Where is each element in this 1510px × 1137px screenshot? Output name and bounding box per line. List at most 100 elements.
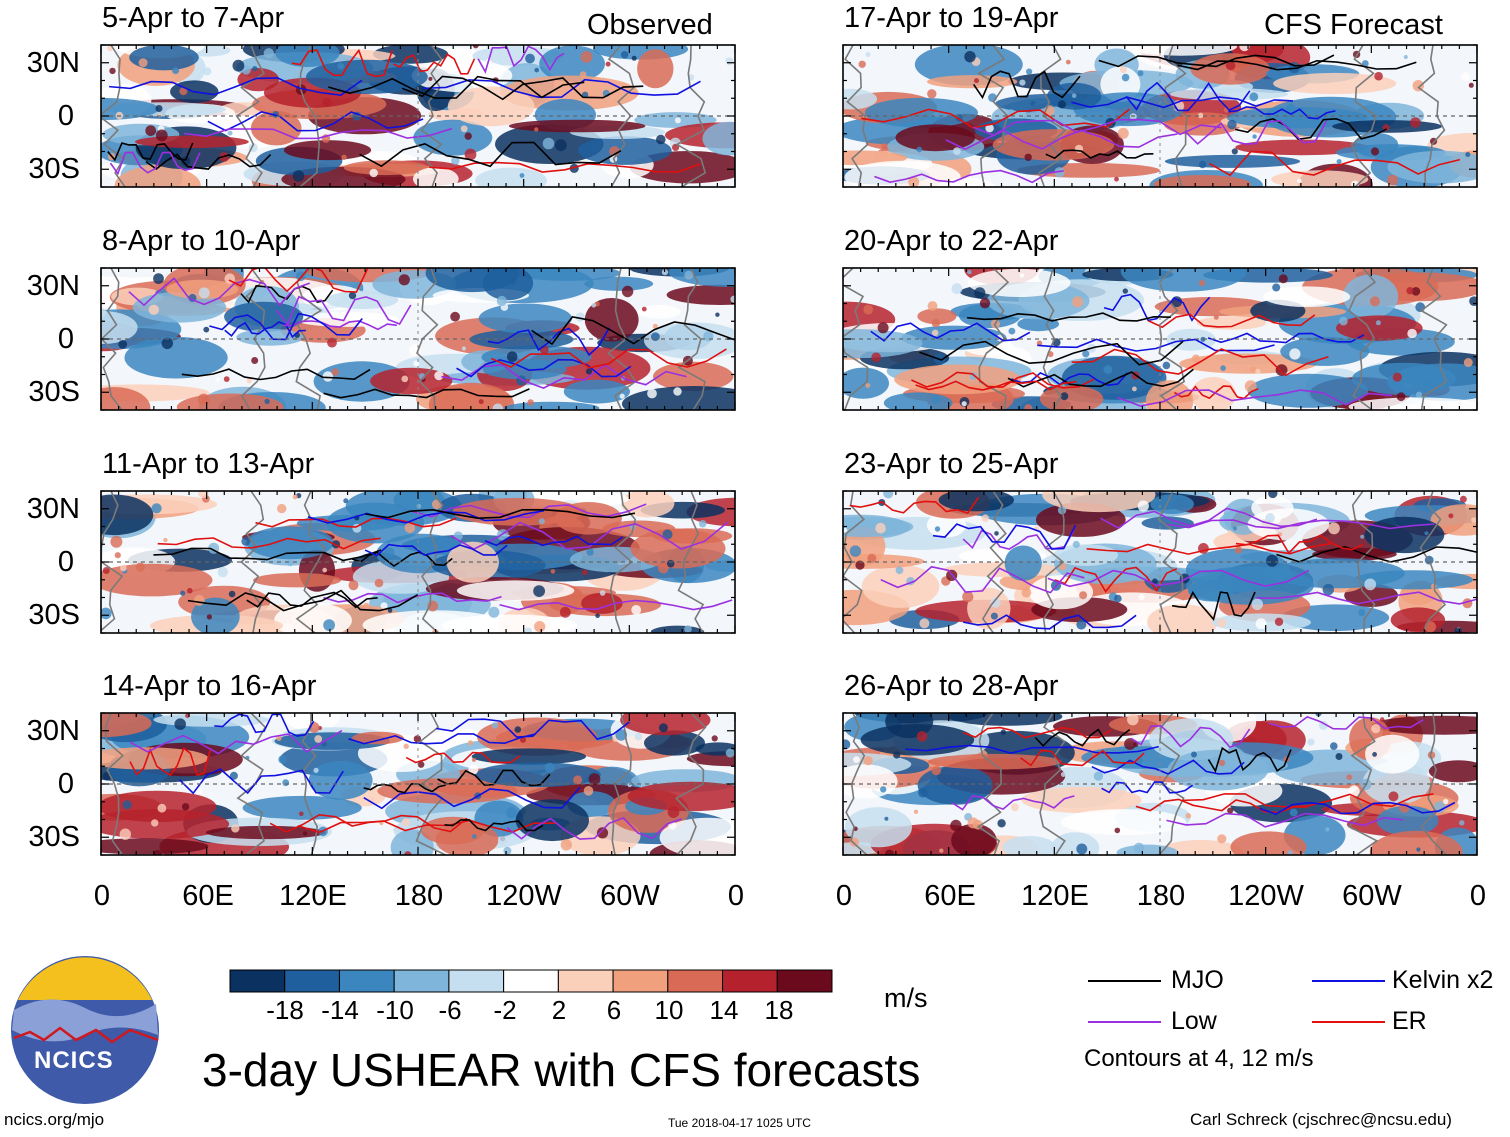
shading-blob <box>914 45 1023 86</box>
shading-blob <box>250 110 302 146</box>
contour-line <box>1268 716 1424 730</box>
colorbar-swatch-1 <box>284 969 340 993</box>
shading-blob <box>702 121 735 156</box>
contour-line <box>269 813 468 833</box>
shading-blob <box>283 140 372 161</box>
shading-blob <box>621 491 675 518</box>
shading-speck <box>875 522 886 534</box>
legend-label-er: ER <box>1392 1007 1427 1035</box>
shading-speck <box>523 627 533 633</box>
shading-blob <box>275 45 340 67</box>
panel-title-left-4: 14-Apr to 16-Apr <box>102 670 317 702</box>
shading-speck <box>1252 134 1257 139</box>
contour-line <box>246 591 378 609</box>
shading-blob <box>1247 508 1330 541</box>
shading-speck <box>322 567 327 573</box>
shading-speck <box>203 67 212 76</box>
shading-speck <box>151 503 162 514</box>
shading-speck <box>434 371 444 381</box>
shading-speck <box>416 504 422 509</box>
shading-blob <box>413 119 493 156</box>
shading-speck <box>467 740 474 746</box>
xtick-left-120w: 120W <box>486 880 562 912</box>
shading-speck <box>1371 724 1381 734</box>
contour-line <box>145 153 272 171</box>
shading-blob <box>114 165 201 187</box>
shading-speck <box>1138 594 1145 601</box>
shading-speck <box>468 764 479 775</box>
shading-speck <box>341 154 347 160</box>
shading-speck <box>950 819 962 832</box>
shading-speck <box>1255 368 1261 375</box>
shading-speck <box>348 580 359 591</box>
shading-speck <box>586 548 594 556</box>
shading-speck <box>1416 847 1421 852</box>
panel-frame-3 <box>100 490 736 634</box>
panel-frame-1 <box>100 44 736 188</box>
contour-line <box>363 786 581 810</box>
shading-speck <box>927 89 937 99</box>
panel-title-left-3: 11-Apr to 13-Apr <box>102 448 315 480</box>
contour-line <box>911 371 1095 389</box>
colorbar-swatch-9 <box>722 969 778 993</box>
shading-speck <box>931 319 941 328</box>
shading-speck <box>471 834 477 839</box>
shading-speck <box>155 129 168 142</box>
shading-speck <box>370 796 375 802</box>
shading-speck <box>278 755 287 764</box>
shading-speck <box>232 59 245 72</box>
shading-speck <box>313 767 319 773</box>
contour-line <box>1208 150 1461 177</box>
shading-speck <box>491 722 499 729</box>
shading-speck <box>1114 827 1121 834</box>
shading-speck <box>631 55 637 61</box>
shading-blob <box>236 328 304 346</box>
shading-speck <box>464 148 477 161</box>
panel-title-right-2: 20-Apr to 22-Apr <box>844 225 1059 257</box>
shading-speck <box>1330 742 1338 750</box>
contour-line <box>506 816 682 840</box>
map-panel-1 <box>101 45 735 187</box>
shading-speck <box>252 66 258 72</box>
shading-speck <box>1370 147 1380 156</box>
shading-speck <box>699 520 707 528</box>
ytick-30n-p1: 30N <box>26 47 80 79</box>
contour-note: Contours at 4, 12 m/s <box>1084 1045 1314 1072</box>
shading-blob <box>1273 72 1397 95</box>
shading-speck <box>1322 583 1334 596</box>
shading-speck <box>1255 618 1267 630</box>
shading-blob <box>1190 376 1236 410</box>
contour-line <box>275 295 412 326</box>
shading-blob <box>563 379 630 404</box>
contour-line <box>861 108 1130 129</box>
shading-speck <box>155 105 163 112</box>
coastline <box>235 45 265 187</box>
xtick-right-120e: 120E <box>1021 880 1089 912</box>
contour-line <box>1101 781 1194 794</box>
shading-speck <box>580 51 593 63</box>
contour-line <box>932 523 1077 550</box>
xtick-left-180: 180 <box>394 880 444 912</box>
shading-blob <box>471 748 587 765</box>
shading-blob <box>1116 844 1179 855</box>
shading-speck <box>1406 287 1414 295</box>
shading-speck <box>953 147 961 155</box>
shading-speck <box>460 125 468 133</box>
shading-speck <box>1415 391 1423 398</box>
shading-speck <box>520 736 526 743</box>
shading-blob <box>373 45 449 64</box>
shading-speck <box>883 491 894 499</box>
shading-speck <box>538 518 545 525</box>
ytick-30s-p2: 30S <box>28 376 80 408</box>
shading-speck <box>331 368 339 376</box>
shading-speck <box>369 168 378 178</box>
cb-label-n10: -10 <box>376 995 414 1025</box>
contour-line <box>880 565 1085 594</box>
cb-label-10: 10 <box>654 995 684 1025</box>
coastline <box>677 491 705 633</box>
shading-speck <box>1072 540 1080 549</box>
shading-speck <box>1399 802 1410 813</box>
contour-line <box>499 599 733 611</box>
contour-line <box>255 517 457 528</box>
xtick-right-120w: 120W <box>1228 880 1304 912</box>
